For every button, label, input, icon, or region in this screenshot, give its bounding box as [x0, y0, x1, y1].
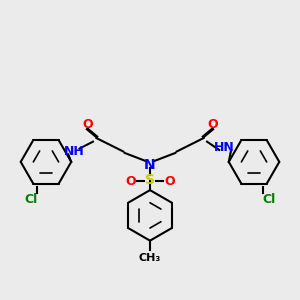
Text: NH: NH — [64, 145, 85, 158]
Text: O: O — [207, 118, 218, 131]
Text: CH₃: CH₃ — [139, 253, 161, 262]
Text: Cl: Cl — [262, 193, 275, 206]
Text: Cl: Cl — [25, 193, 38, 206]
Text: N: N — [144, 158, 156, 172]
Text: O: O — [164, 175, 175, 188]
Text: O: O — [82, 118, 93, 131]
Text: O: O — [125, 175, 136, 188]
Text: HN: HN — [214, 140, 235, 154]
Text: S: S — [145, 173, 155, 187]
